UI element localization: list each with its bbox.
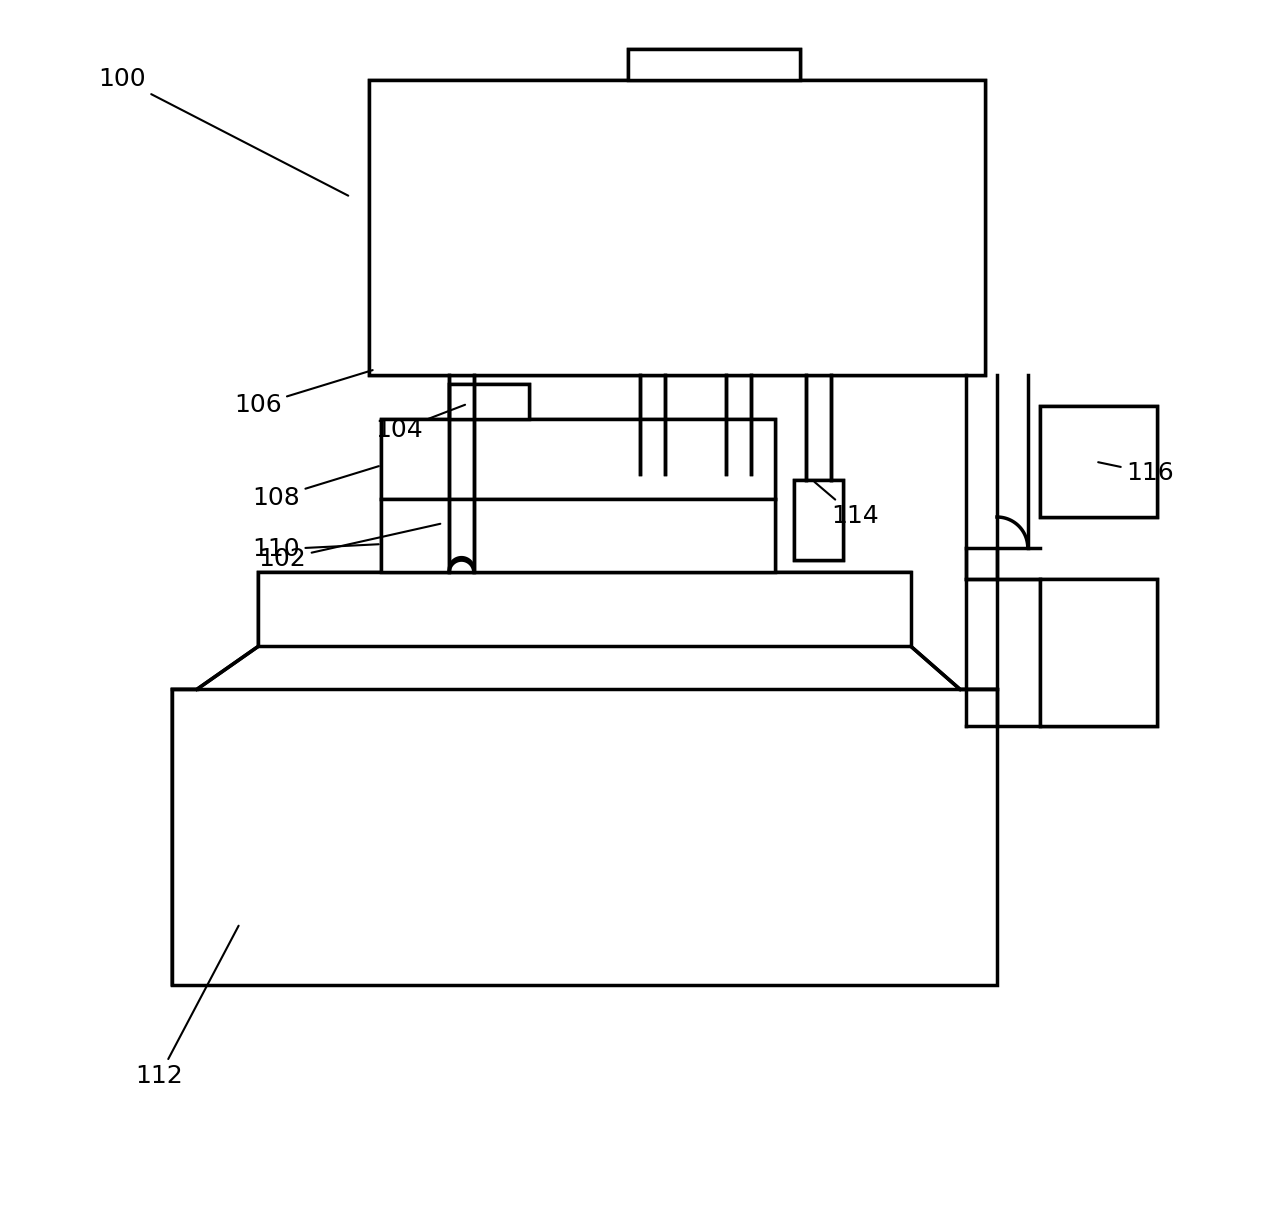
- Text: 112: 112: [136, 926, 238, 1088]
- Text: 110: 110: [252, 538, 379, 561]
- Text: 100: 100: [99, 68, 348, 196]
- Polygon shape: [173, 572, 997, 985]
- FancyBboxPatch shape: [449, 384, 529, 419]
- FancyBboxPatch shape: [1041, 406, 1157, 517]
- FancyBboxPatch shape: [1041, 579, 1157, 726]
- FancyBboxPatch shape: [627, 49, 800, 80]
- Text: 106: 106: [234, 371, 372, 417]
- FancyBboxPatch shape: [369, 80, 984, 375]
- Text: 104: 104: [375, 405, 465, 442]
- Text: 116: 116: [1098, 462, 1174, 485]
- FancyBboxPatch shape: [1041, 579, 1157, 726]
- FancyBboxPatch shape: [369, 80, 984, 375]
- Text: 108: 108: [252, 467, 379, 510]
- FancyBboxPatch shape: [794, 480, 844, 560]
- FancyBboxPatch shape: [381, 499, 776, 572]
- FancyBboxPatch shape: [794, 480, 844, 560]
- FancyBboxPatch shape: [381, 419, 776, 499]
- FancyBboxPatch shape: [627, 49, 800, 80]
- FancyBboxPatch shape: [381, 499, 776, 572]
- FancyBboxPatch shape: [449, 384, 529, 419]
- Text: 102: 102: [259, 523, 440, 571]
- FancyBboxPatch shape: [173, 689, 997, 985]
- FancyBboxPatch shape: [1041, 406, 1157, 517]
- FancyBboxPatch shape: [381, 419, 776, 499]
- Polygon shape: [259, 572, 911, 646]
- Text: 114: 114: [814, 481, 878, 528]
